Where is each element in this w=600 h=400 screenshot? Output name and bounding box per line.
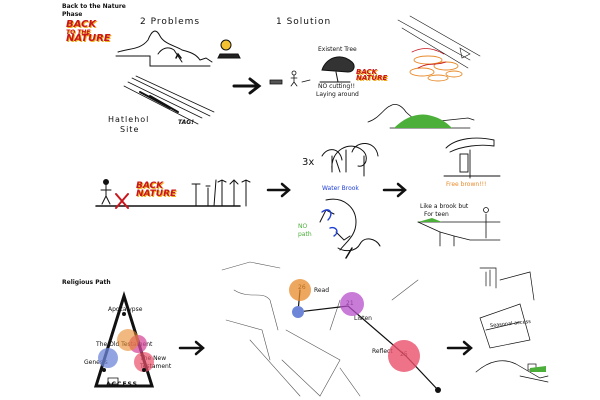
for-teen-label: For teen: [424, 211, 449, 218]
right-green-detail: [530, 366, 546, 372]
back-to-the-nature-logo: BACK TO THE NATURE: [66, 19, 111, 44]
site-label: Hatlehol: [108, 115, 150, 124]
solution-red-sketch: [411, 48, 447, 69]
back-to-the-nature-logo-2: BACK NATURE: [356, 68, 388, 82]
existent-tree-label: Existent Tree: [318, 46, 357, 53]
laying-around-label: Laying around: [316, 91, 359, 98]
caption-reflect: Reflect: [372, 348, 393, 355]
shelter-sketch: [443, 137, 501, 179]
water-brook-sketch: [319, 198, 381, 259]
map-end-node: [435, 387, 441, 393]
new-testament-label-2: Testament: [140, 363, 172, 370]
arrow-2: [266, 182, 291, 198]
three-trees-sketch: [321, 143, 379, 177]
triangle-nodes: [102, 312, 146, 372]
circle-21: [340, 292, 364, 316]
logo-line-2: TO THE: [66, 28, 91, 36]
row2-trees-sketch: [191, 179, 251, 207]
page-subtitle: Phase: [62, 11, 83, 18]
logo-3-line-1: BACK: [136, 181, 164, 191]
solution-people: [269, 70, 311, 87]
solution-heading: 1 Solution: [276, 17, 332, 27]
solution-lines: [397, 15, 481, 69]
right-sketches: [475, 267, 549, 383]
triangle-circle-blue: [98, 348, 118, 368]
problems-heading: 2 Problems: [140, 17, 201, 27]
triangle-circle-pink: [134, 352, 154, 372]
circle-26: [289, 279, 311, 301]
row2-person-sketch: [95, 179, 241, 209]
logo-line-3: NATURE: [66, 32, 111, 44]
apocalypse-label: Apocalypse: [108, 306, 143, 313]
circle-25: [388, 340, 420, 372]
religious-path-title: Religious Path: [62, 279, 111, 286]
logo-3-line-3: NATURE: [136, 188, 177, 199]
no-cutting-label: NO cutting!!: [318, 83, 356, 90]
free-brown-label: Free brown!!!: [446, 181, 487, 188]
genesis-label: Genesis: [84, 359, 108, 366]
caption-read: Read: [314, 287, 330, 294]
logo-line-1: BACK: [66, 19, 97, 30]
tag-label: TAG!: [178, 119, 194, 126]
water-brook-blue: [321, 209, 338, 237]
problem-road-lines: [123, 75, 215, 125]
water-brook-label: Water Brook: [322, 185, 359, 192]
site-label-2: Site: [120, 125, 140, 134]
back-to-the-nature-logo-3: BACK NATURE: [136, 181, 177, 199]
arrow-1: [232, 77, 262, 95]
page-title: Back to the Nature: [62, 3, 126, 10]
problem-hill-sketch: [115, 30, 241, 67]
like-brook-label: Like a brook but: [420, 203, 469, 210]
map-path: [297, 289, 439, 391]
no-path-label: NO: [298, 223, 308, 230]
section-grass: [418, 218, 442, 222]
existent-tree-sketch: [319, 56, 355, 83]
arrow-4: [178, 340, 205, 356]
logo-2-line-1: BACK: [356, 68, 378, 76]
green-hill: [394, 114, 452, 128]
logo-2-line-3: NATURE: [356, 73, 388, 82]
triangle-circle-orange: [117, 329, 139, 351]
arrow-3: [382, 182, 407, 198]
map-sketch: [221, 261, 419, 397]
section-sketch: [417, 207, 501, 247]
circle-3: [292, 306, 304, 318]
arrow-5: [446, 340, 473, 356]
multiplier-label: 3x: [302, 157, 315, 168]
no-path-label-2: path: [298, 231, 312, 238]
